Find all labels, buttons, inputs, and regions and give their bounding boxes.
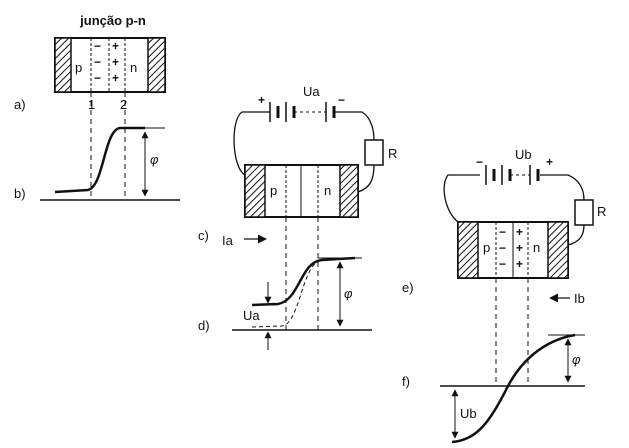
resistor-b (574, 199, 594, 226)
panel-e-reverse-bias: − + Ub R p n − − − + + + e) Ib (402, 147, 606, 306)
boundary-label-2: 2 (120, 97, 127, 112)
minus-sign: − (94, 55, 101, 69)
reverse-potential-curve (451, 333, 576, 444)
circuit-wire (443, 174, 480, 223)
current-b-label: Ib (574, 291, 585, 306)
phi-label: φ (150, 152, 159, 167)
battery-plus-sign: + (546, 155, 553, 169)
title: junção p-n (79, 13, 146, 28)
circuit-wire (334, 111, 375, 141)
circuit-wire (567, 224, 585, 246)
voltage-b-label: Ub (460, 406, 477, 421)
panel-label-a: a) (14, 97, 26, 112)
resistor-a (364, 139, 384, 166)
right-contact (547, 221, 569, 279)
minus-sign: − (94, 39, 101, 53)
plus-sign: + (112, 71, 119, 85)
panel-label-b: b) (14, 186, 26, 201)
p-region-label: p (483, 240, 490, 255)
panel-f-potential-reverse: φ Ub f) (402, 278, 585, 444)
p-region-label: p (75, 60, 82, 75)
minus-sign: − (499, 257, 506, 271)
left-contact (244, 164, 266, 218)
forward-potential-curve (251, 256, 356, 307)
boundary-label-1: 1 (88, 97, 95, 112)
panel-label-f: f) (402, 374, 410, 389)
plus-sign: + (112, 39, 119, 53)
voltage-b-label: Ub (515, 147, 532, 162)
p-region-label: p (270, 183, 277, 198)
n-region-label: n (324, 183, 331, 198)
n-region-label: n (533, 240, 540, 255)
n-region-label: n (130, 60, 137, 75)
minus-sign: − (94, 71, 101, 85)
plus-sign: + (516, 241, 523, 255)
voltage-a-label: Ua (243, 308, 260, 323)
circuit-wire (540, 174, 585, 201)
potential-curve (54, 126, 145, 194)
left-contact (457, 221, 479, 279)
voltage-a-label: Ua (303, 84, 320, 99)
right-contact (147, 37, 166, 93)
right-contact (339, 164, 359, 218)
minus-sign: − (499, 241, 506, 255)
panel-c-forward-bias: + − Ua R p n c) Ia (198, 84, 397, 248)
phi-label: φ (572, 352, 581, 367)
panel-a-junction: junção p-n p n − − − + + + a) 1 2 (14, 13, 166, 112)
resistor-b-label: R (597, 204, 606, 219)
battery-b (485, 165, 540, 185)
minus-sign: − (499, 225, 506, 239)
battery-minus-sign: − (476, 155, 483, 169)
left-contact (54, 37, 72, 93)
plus-sign: + (516, 225, 523, 239)
phi-label: φ (344, 286, 353, 301)
current-a-label: Ia (222, 233, 234, 248)
panel-label-d: d) (198, 318, 210, 333)
panel-label-c: c) (198, 228, 209, 243)
panel-label-e: e) (402, 280, 414, 295)
panel-b-potential: φ b) (14, 92, 180, 201)
panel-d-potential-forward: φ Ua d) (198, 217, 372, 350)
plus-sign: + (516, 257, 523, 271)
plus-sign: + (112, 55, 119, 69)
battery-a (269, 102, 336, 122)
resistor-a-label: R (388, 146, 397, 161)
battery-minus-sign: − (338, 93, 345, 107)
circuit-wire (357, 164, 375, 193)
circuit-wire (233, 111, 270, 176)
battery-plus-sign: + (258, 93, 265, 107)
